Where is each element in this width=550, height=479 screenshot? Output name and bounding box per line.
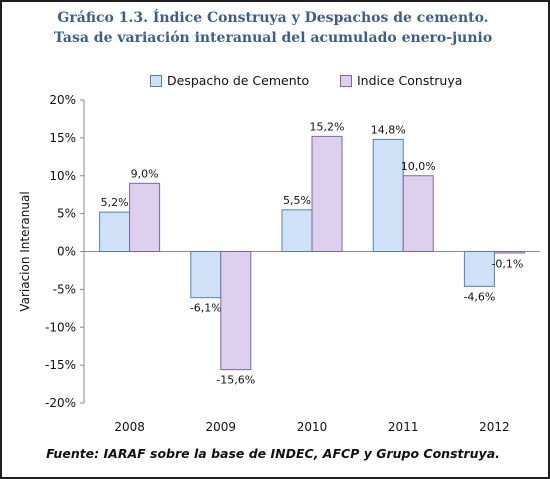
data-label: -15,6% xyxy=(216,374,255,387)
data-label: 5,2% xyxy=(101,196,129,209)
bar-despacho xyxy=(372,138,404,252)
y-tick-label: 10% xyxy=(49,169,76,183)
y-tick-label: -10% xyxy=(45,320,76,334)
y-tick-label: 5% xyxy=(57,207,76,221)
legend-label-construya: Indice Construya xyxy=(357,73,463,88)
bar-construya xyxy=(493,251,525,254)
x-category-label: 2011 xyxy=(388,420,419,434)
data-label: -4,6% xyxy=(463,290,495,303)
x-category-label: 2008 xyxy=(114,420,145,434)
source-note: Fuente: IARAF sobre la base de INDEC, AF… xyxy=(46,446,500,461)
y-tick-label: 15% xyxy=(49,131,76,145)
y-tick-label: -15% xyxy=(45,358,76,372)
data-label: 5,5% xyxy=(283,194,311,207)
chart-title: Gráfico 1.3. Índice Construya y Despacho… xyxy=(57,10,489,26)
data-label: 10,0% xyxy=(401,160,436,173)
y-axis-label: Variacion Interanual xyxy=(18,191,32,311)
x-category-label: 2010 xyxy=(297,420,328,434)
bar-despacho xyxy=(190,251,222,299)
bar-despacho xyxy=(281,209,313,252)
legend-swatch-despacho xyxy=(150,74,162,87)
y-tick-label: -20% xyxy=(45,396,76,410)
legend-item-construya: Indice Construya xyxy=(340,73,462,88)
data-label: -6,1% xyxy=(190,302,222,315)
chart-subtitle: Tasa de variación interanual del acumula… xyxy=(53,30,493,46)
bar-construya xyxy=(402,175,434,252)
data-label: 15,2% xyxy=(310,120,345,133)
data-label: -0,1% xyxy=(491,258,523,271)
data-label: 9,0% xyxy=(131,167,159,180)
legend-label-despacho: Despacho de Cemento xyxy=(167,73,310,88)
legend-item-despacho: Despacho de Cemento xyxy=(150,73,309,88)
legend: Despacho de Cemento Indice Construya xyxy=(0,73,546,93)
x-category-label: 2012 xyxy=(479,420,510,434)
x-category-label: 2009 xyxy=(206,420,237,434)
bar-construya xyxy=(129,182,161,252)
bar-despacho xyxy=(463,251,495,287)
bar-construya xyxy=(220,251,252,371)
y-tick-label: 0% xyxy=(57,245,76,259)
bar-construya xyxy=(311,135,343,252)
y-tick-label: -5% xyxy=(53,282,76,296)
bar-despacho xyxy=(99,211,131,252)
data-label: 14,8% xyxy=(371,123,406,136)
legend-swatch-construya xyxy=(340,74,352,87)
y-tick-label: 20% xyxy=(49,93,76,107)
